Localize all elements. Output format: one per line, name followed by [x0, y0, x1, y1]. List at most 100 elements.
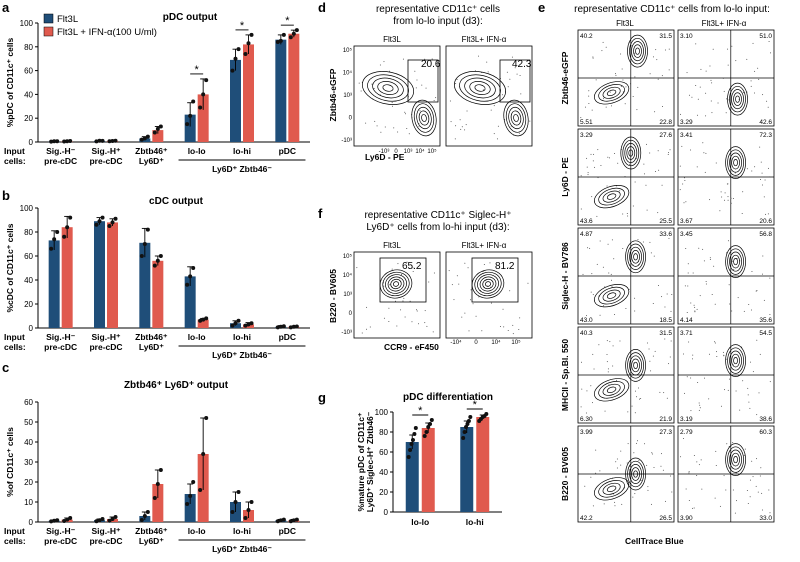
- contour-line: [625, 457, 646, 491]
- event-dot: [769, 381, 771, 383]
- event-dot: [625, 86, 627, 88]
- event-dot: [397, 263, 399, 265]
- event-dot: [609, 341, 611, 343]
- event-dot: [493, 105, 495, 107]
- event-dot: [602, 41, 604, 43]
- event-dot: [609, 91, 611, 93]
- contour-line: [627, 34, 648, 68]
- data-point: [68, 215, 73, 220]
- event-dot: [606, 340, 608, 342]
- category-label-sub: Ly6D⁺: [139, 156, 164, 166]
- event-dot: [755, 485, 757, 487]
- data-point: [49, 246, 54, 251]
- data-point: [204, 416, 209, 420]
- flow-tick-label: 10⁴: [343, 272, 353, 279]
- contour-line: [385, 274, 407, 294]
- event-dot: [664, 49, 666, 51]
- data-point: [406, 455, 411, 459]
- y-tick-label: 10: [24, 498, 33, 507]
- event-dot: [624, 175, 626, 177]
- data-point: [94, 139, 99, 144]
- contour-line: [731, 353, 740, 368]
- contour-line: [629, 246, 642, 267]
- event-dot: [611, 239, 613, 241]
- data-point: [110, 517, 115, 521]
- event-dot: [766, 100, 768, 102]
- y-axis-label-line2: Ly6D⁺ Siglec-H⁺ Zbtb46⁻: [365, 411, 375, 512]
- event-dot: [682, 183, 684, 185]
- event-dot: [497, 125, 499, 127]
- event-dot: [735, 390, 737, 392]
- flow-panel-e: representative CD11c⁺ cells from lo-lo i…: [560, 4, 775, 546]
- event-dot: [592, 160, 594, 162]
- event-dot: [754, 70, 756, 72]
- event-dot: [602, 266, 604, 268]
- data-point: [145, 510, 150, 514]
- event-dot: [455, 82, 457, 84]
- data-point: [204, 78, 209, 83]
- flow-d-pct1: 20.6: [421, 59, 441, 70]
- event-dot: [460, 128, 462, 130]
- data-point: [291, 31, 296, 36]
- event-dot: [705, 152, 707, 154]
- event-dot: [732, 489, 734, 491]
- event-dot: [657, 212, 659, 214]
- event-dot: [402, 300, 404, 302]
- event-dot: [590, 291, 592, 293]
- data-point: [68, 139, 73, 144]
- quadrant-value-ul: 3.71: [680, 330, 693, 337]
- contour-line: [631, 41, 644, 62]
- data-point: [185, 502, 190, 506]
- event-dot: [431, 58, 433, 60]
- event-dot: [724, 192, 726, 194]
- data-point: [281, 32, 286, 37]
- event-dot: [418, 323, 420, 325]
- data-point: [198, 105, 203, 110]
- event-dot: [768, 489, 770, 491]
- event-dot: [761, 273, 763, 275]
- event-dot: [701, 488, 703, 490]
- bar: [48, 240, 60, 328]
- data-point: [97, 138, 102, 143]
- quadrant-value-lr: 25.5: [659, 218, 672, 225]
- event-dot: [657, 78, 659, 80]
- event-dot: [767, 213, 769, 215]
- category-label: Sig.-H⁺: [91, 146, 121, 156]
- event-dot: [580, 208, 582, 210]
- event-dot: [619, 340, 621, 342]
- event-dot: [415, 87, 417, 89]
- contour-line: [602, 190, 621, 203]
- plot-frame: [445, 45, 533, 147]
- data-point: [204, 316, 209, 321]
- event-dot: [690, 149, 692, 151]
- contour-line: [602, 86, 621, 99]
- event-dot: [709, 257, 711, 259]
- event-dot: [501, 94, 503, 96]
- event-dot: [360, 90, 362, 92]
- data-point: [155, 126, 160, 131]
- data-point: [233, 500, 238, 504]
- data-point: [191, 99, 196, 104]
- event-dot: [590, 476, 592, 478]
- chart-pdc-output: 0 20 40 60 80 100 %pDC of CD11c⁺ cells pDC outp…: [5, 12, 310, 147]
- event-dot: [767, 167, 769, 169]
- contour-line: [598, 381, 625, 399]
- event-dot: [685, 488, 687, 490]
- quadrant-value-ur: 31.5: [659, 33, 672, 40]
- event-dot: [751, 460, 753, 462]
- event-dot: [667, 153, 669, 155]
- event-dot: [489, 262, 491, 264]
- event-dot: [744, 448, 746, 450]
- event-dot: [645, 184, 647, 186]
- gate-box: [379, 257, 427, 303]
- event-dot: [769, 176, 771, 178]
- y-tick-label: 60: [24, 398, 33, 407]
- flow-e-row-label: MHCII - Sp.Bl. 550: [560, 339, 570, 412]
- event-dot: [487, 71, 489, 73]
- event-dot: [699, 86, 701, 88]
- event-dot: [637, 86, 639, 88]
- contour-line: [633, 44, 642, 58]
- event-dot: [591, 273, 593, 275]
- data-point: [243, 323, 248, 328]
- y-axis-label-line1: %mature pDC of CD11c⁺: [356, 412, 366, 511]
